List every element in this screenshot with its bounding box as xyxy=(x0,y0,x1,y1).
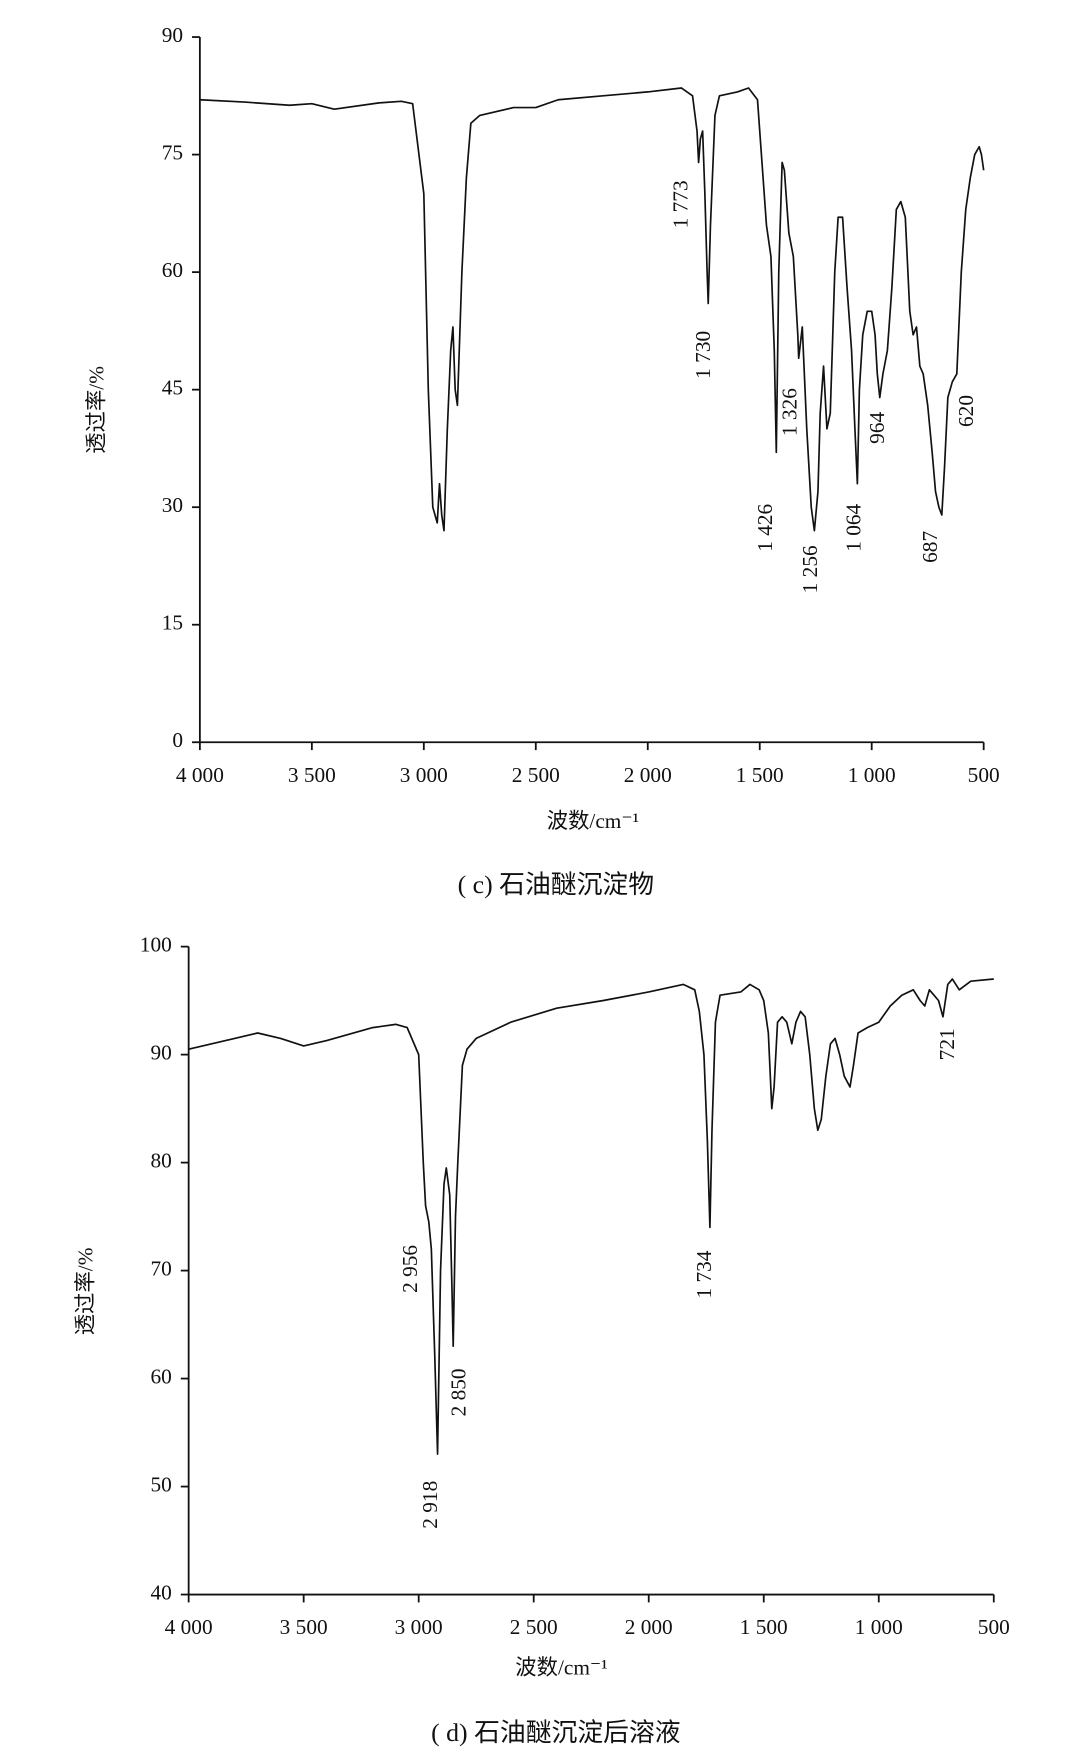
caption: ( c) 石油醚沉淀物 xyxy=(458,870,654,899)
y-tick-label: 60 xyxy=(162,258,183,282)
x-tick-label: 2 500 xyxy=(512,763,560,787)
spectrum-line xyxy=(188,978,994,1456)
x-tick-label: 2 500 xyxy=(510,1615,558,1639)
x-tick-label: 500 xyxy=(978,1615,1010,1639)
y-axis-label: 透过率/% xyxy=(73,1247,97,1335)
y-tick-label: 70 xyxy=(150,1256,171,1280)
y-tick-label: 30 xyxy=(162,493,183,517)
x-tick-label: 3 000 xyxy=(400,763,448,787)
x-axis-label: 波数/cm⁻¹ xyxy=(515,1656,607,1680)
peak-label: 1 256 xyxy=(798,545,822,593)
peak-label: 2 956 xyxy=(398,1245,422,1293)
x-tick-label: 2 000 xyxy=(625,1615,673,1639)
y-tick-label: 45 xyxy=(162,376,183,400)
peak-label: 964 xyxy=(865,412,889,444)
peak-label: 687 xyxy=(918,531,942,563)
peak-label: 2 850 xyxy=(446,1368,470,1416)
y-tick-label: 40 xyxy=(150,1580,171,1604)
y-tick-label: 90 xyxy=(162,23,183,47)
x-tick-label: 1 000 xyxy=(855,1615,903,1639)
peak-label: 1 326 xyxy=(778,388,802,436)
x-tick-label: 3 500 xyxy=(288,763,336,787)
x-axis-label: 波数/cm⁻¹ xyxy=(547,809,639,833)
peak-label: 2 918 xyxy=(418,1481,442,1529)
x-tick-label: 1 000 xyxy=(848,763,896,787)
x-tick-label: 1 500 xyxy=(740,1615,788,1639)
peak-label: 1 773 xyxy=(669,180,693,228)
y-tick-label: 80 xyxy=(150,1148,171,1172)
y-tick-label: 50 xyxy=(150,1472,171,1496)
y-tick-label: 75 xyxy=(162,140,183,164)
x-tick-label: 1 500 xyxy=(736,763,784,787)
x-tick-label: 3 500 xyxy=(280,1615,328,1639)
x-tick-label: 2 000 xyxy=(624,763,672,787)
peak-label: 1 064 xyxy=(842,503,866,551)
peak-label: 1 730 xyxy=(691,331,715,379)
y-tick-label: 15 xyxy=(162,611,183,635)
spectrum-line xyxy=(199,87,985,532)
x-tick-label: 4 000 xyxy=(165,1615,213,1639)
y-tick-label: 100 xyxy=(140,933,172,957)
peak-label: 721 xyxy=(935,1028,959,1060)
caption: ( d) 石油醚沉淀后溶液 xyxy=(431,1718,681,1747)
peak-label: 1 734 xyxy=(692,1250,716,1298)
peak-label: 620 xyxy=(954,395,978,427)
y-tick-label: 90 xyxy=(150,1040,171,1064)
y-axis-label: 透过率/% xyxy=(85,366,109,454)
x-tick-label: 4 000 xyxy=(176,763,224,787)
peak-label: 1 426 xyxy=(753,503,777,551)
x-tick-label: 3 000 xyxy=(395,1615,443,1639)
y-tick-label: 60 xyxy=(150,1364,171,1388)
y-tick-label: 0 xyxy=(172,728,183,752)
x-tick-label: 500 xyxy=(968,763,1000,787)
